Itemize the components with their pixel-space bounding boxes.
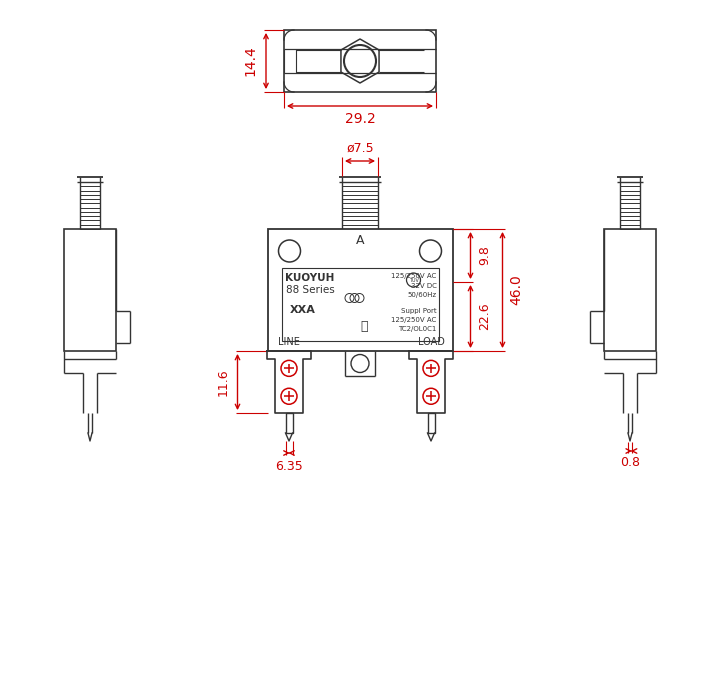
Text: XXA: XXA <box>289 305 315 315</box>
Text: 0.8: 0.8 <box>620 457 640 469</box>
Text: LINE: LINE <box>278 337 300 347</box>
Text: Ⓛ: Ⓛ <box>361 320 368 333</box>
Text: 88 Series: 88 Series <box>286 285 334 295</box>
Text: 125/250V AC: 125/250V AC <box>391 317 436 323</box>
Bar <box>428 413 434 433</box>
Bar <box>604 229 656 351</box>
Text: ø7.5: ø7.5 <box>346 141 374 154</box>
Bar <box>284 30 436 92</box>
Text: 32V DC: 32V DC <box>410 283 436 289</box>
Text: TC2/OL0C1: TC2/OL0C1 <box>398 326 436 332</box>
Text: 46.0: 46.0 <box>510 275 523 305</box>
Bar <box>268 229 452 351</box>
Text: Suppl Port: Suppl Port <box>401 308 436 314</box>
Bar <box>64 229 116 351</box>
Text: A: A <box>356 234 364 247</box>
Text: 125/250V AC: 125/250V AC <box>391 273 436 279</box>
Text: 29.2: 29.2 <box>345 112 375 126</box>
Text: 6.35: 6.35 <box>275 460 303 473</box>
Text: 22.6: 22.6 <box>478 302 491 330</box>
Text: KUOYUH: KUOYUH <box>286 273 335 283</box>
Bar <box>282 268 438 341</box>
Bar <box>286 413 292 433</box>
Text: 50/60Hz: 50/60Hz <box>408 292 436 298</box>
Text: TUV: TUV <box>408 278 418 282</box>
Text: 11.6: 11.6 <box>217 368 230 395</box>
Text: 9.8: 9.8 <box>478 245 491 265</box>
Text: 14.4: 14.4 <box>243 45 257 76</box>
Text: LOAD: LOAD <box>418 337 444 347</box>
